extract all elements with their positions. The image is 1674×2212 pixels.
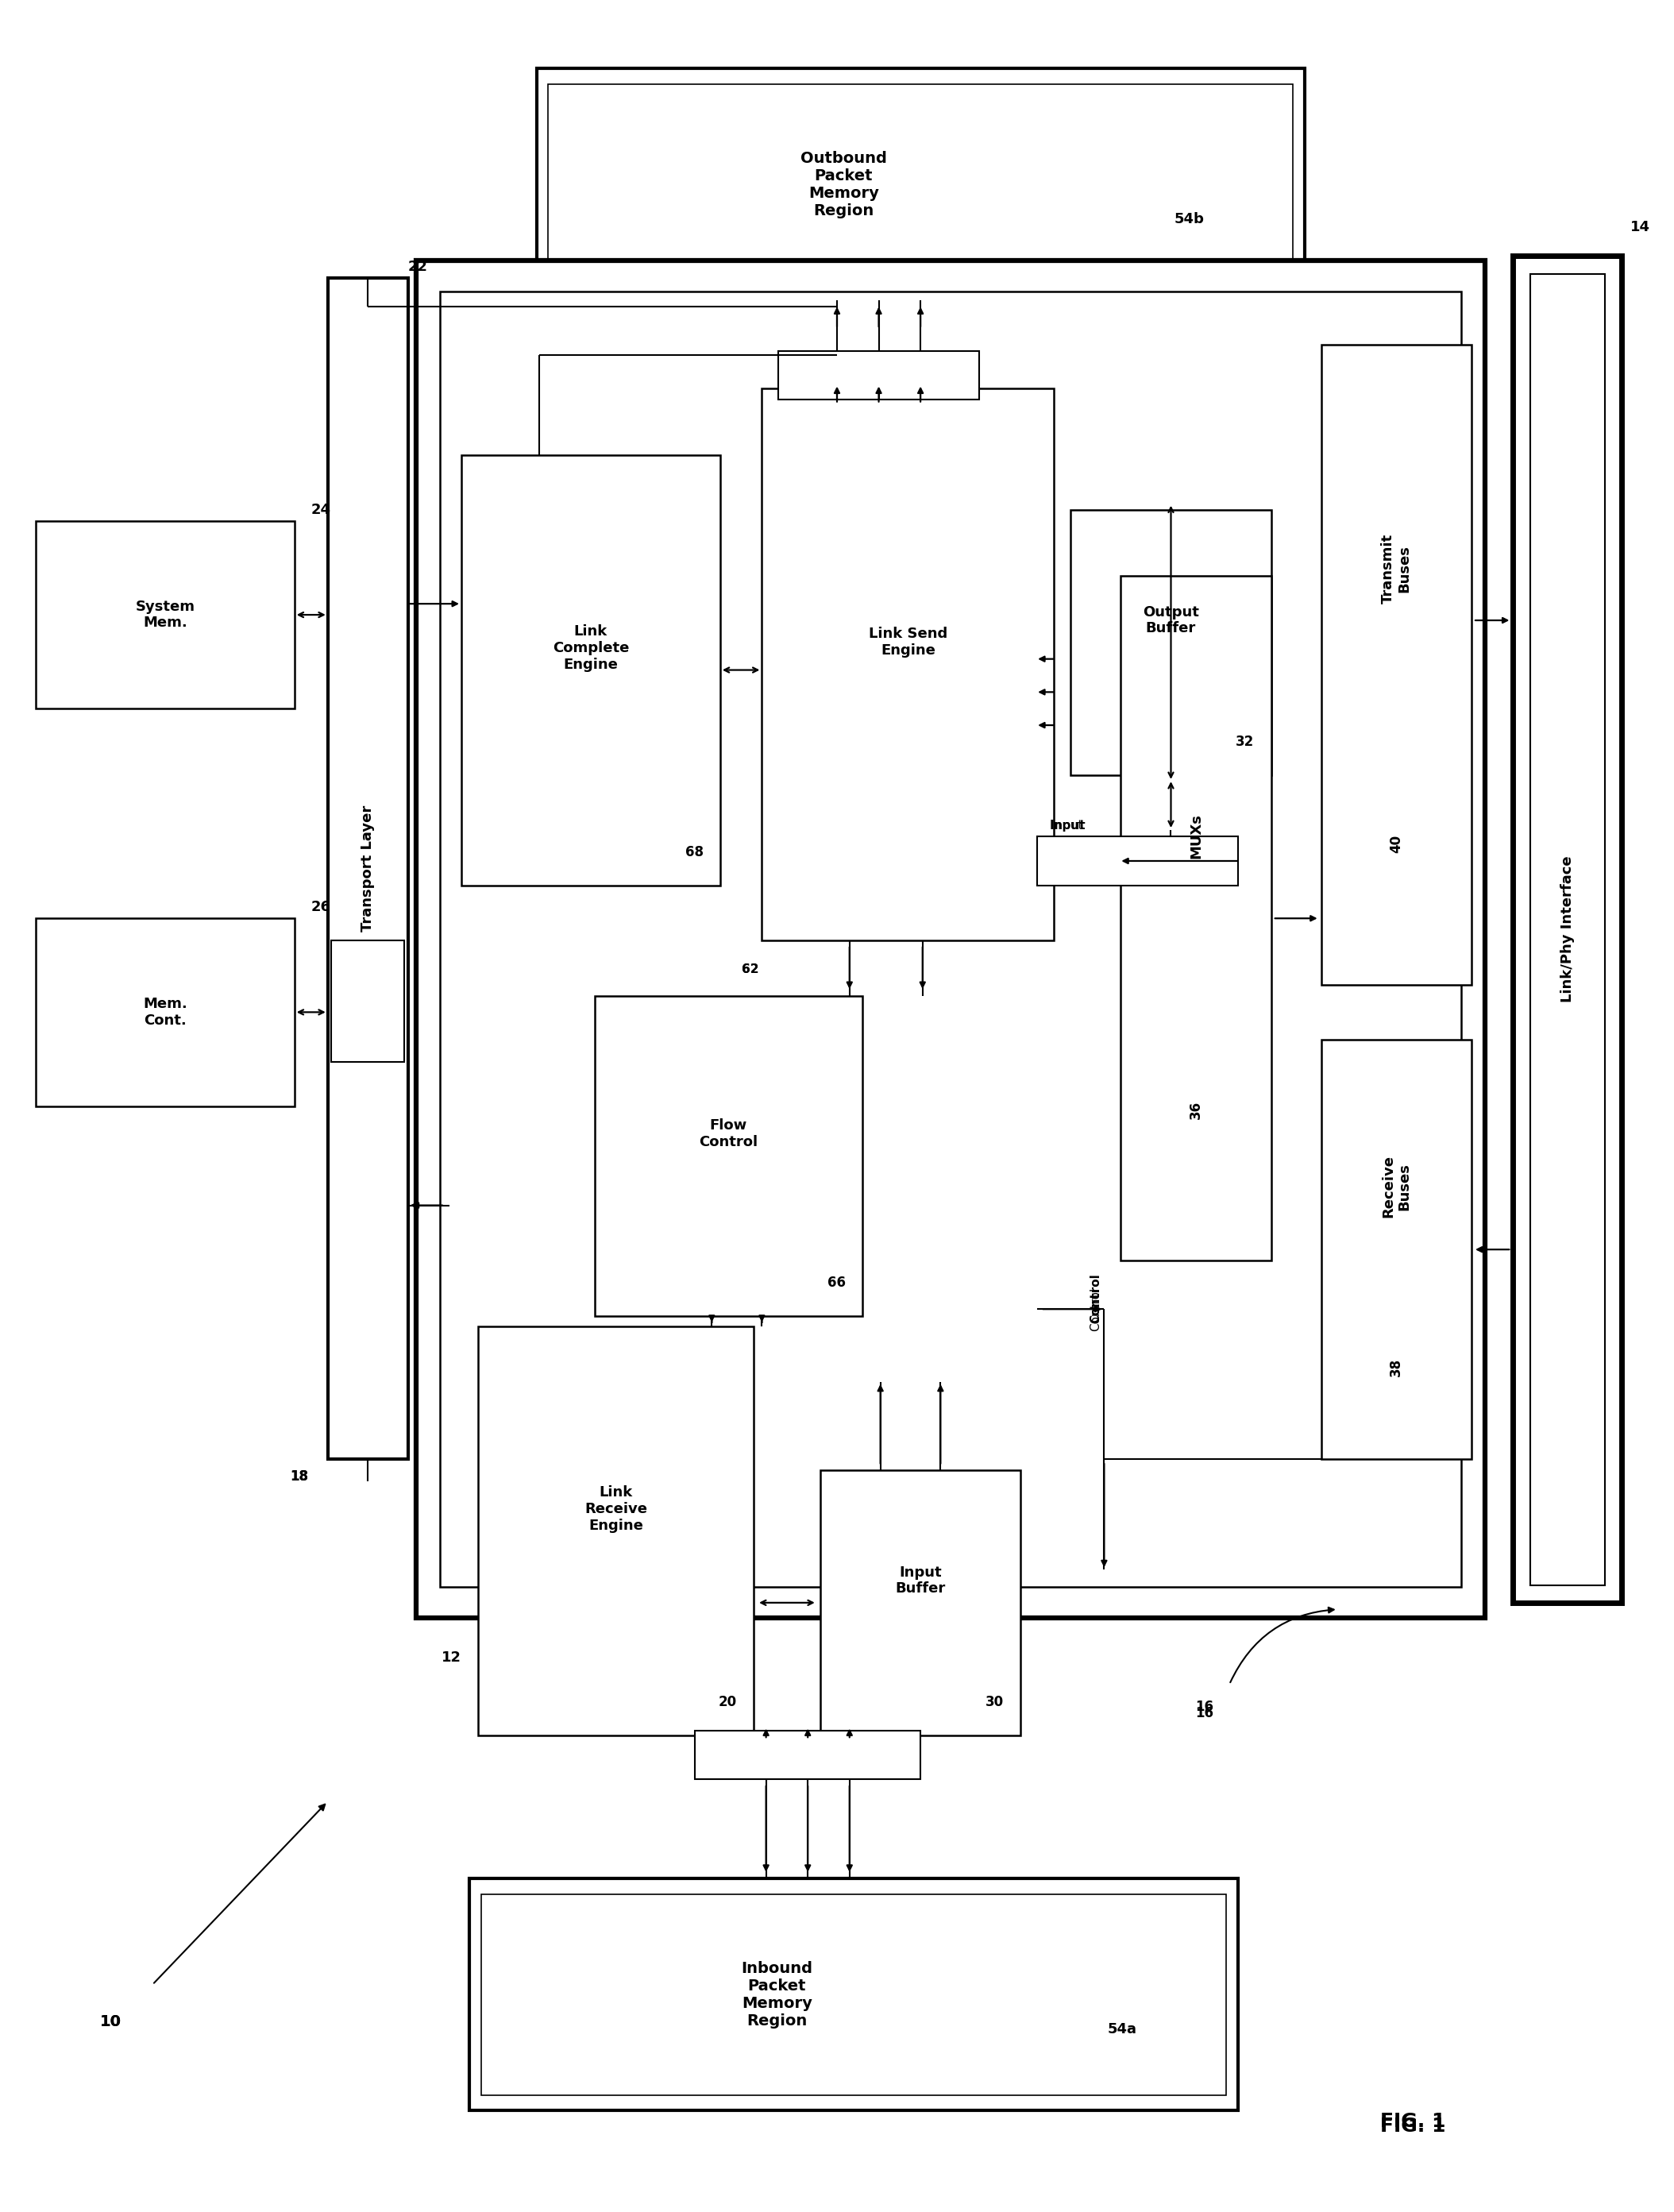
Text: Link
Receive
Engine: Link Receive Engine	[584, 1484, 648, 1533]
Bar	[1513, 257, 1622, 1604]
Bar	[762, 389, 1055, 940]
Text: Flow
Control: Flow Control	[700, 1119, 758, 1148]
Text: System
Mem.: System Mem.	[136, 599, 194, 630]
Text: Input
Buffer: Input Buffer	[896, 1566, 946, 1597]
Text: 24: 24	[311, 502, 331, 518]
Text: 18: 18	[290, 1469, 308, 1484]
Bar	[536, 69, 1304, 301]
Bar	[470, 1878, 1237, 2110]
Text: 54b: 54b	[1173, 212, 1204, 226]
Bar	[820, 1471, 1021, 1734]
Text: Output
Buffer: Output Buffer	[1143, 604, 1199, 635]
Text: 26: 26	[311, 900, 331, 914]
Text: MUXs: MUXs	[1189, 814, 1204, 858]
Bar	[1530, 274, 1605, 1586]
Bar	[594, 995, 862, 1316]
Bar	[417, 261, 1485, 1619]
Text: Link Send
Engine: Link Send Engine	[869, 626, 947, 657]
Text: 12: 12	[442, 1650, 460, 1666]
Bar	[1071, 511, 1271, 774]
Text: Transport Layer: Transport Layer	[360, 805, 375, 931]
Bar	[1122, 575, 1271, 1261]
Bar	[479, 1327, 753, 1734]
Bar	[482, 1893, 1225, 2095]
Text: 18: 18	[290, 1469, 308, 1484]
Text: 30: 30	[986, 1694, 1004, 1710]
Text: Receive
Buses: Receive Buses	[1381, 1155, 1411, 1219]
Text: Link/Phy Interface: Link/Phy Interface	[1560, 856, 1575, 1002]
Text: 62: 62	[742, 962, 758, 975]
Text: 54a: 54a	[1108, 2022, 1137, 2037]
Text: 16: 16	[1195, 1705, 1214, 1721]
Text: Outbound
Packet
Memory
Region: Outbound Packet Memory Region	[800, 150, 887, 219]
Text: 66: 66	[827, 1276, 845, 1290]
Text: 38: 38	[1389, 1358, 1403, 1376]
Bar	[1038, 836, 1237, 885]
Text: 20: 20	[718, 1694, 737, 1710]
Bar	[440, 292, 1461, 1588]
Text: 32: 32	[1235, 734, 1254, 750]
Text: Control: Control	[1090, 1274, 1101, 1323]
Bar	[547, 84, 1292, 285]
Bar	[35, 522, 295, 708]
Bar	[462, 456, 720, 885]
Text: Transmit
Buses: Transmit Buses	[1381, 533, 1411, 604]
Text: Link
Complete
Engine: Link Complete Engine	[552, 624, 629, 672]
Text: 16: 16	[1195, 1699, 1214, 1714]
Text: Control: Control	[1090, 1287, 1101, 1332]
Bar	[695, 1730, 921, 1778]
Bar	[1321, 1040, 1471, 1460]
Text: 22: 22	[408, 261, 429, 274]
Bar	[328, 279, 408, 1460]
Text: FIG. 1: FIG. 1	[1381, 2117, 1446, 2135]
Text: Input: Input	[1050, 821, 1085, 832]
Bar	[35, 918, 295, 1106]
Text: 68: 68	[685, 845, 703, 858]
Text: 14: 14	[1630, 219, 1651, 234]
Text: Mem.
Cont.: Mem. Cont.	[142, 998, 187, 1029]
Bar	[331, 940, 405, 1062]
Text: FIG. 1: FIG. 1	[1381, 2112, 1446, 2130]
Text: 62: 62	[742, 962, 758, 975]
Text: Input: Input	[1051, 821, 1083, 832]
Text: 40: 40	[1389, 834, 1403, 854]
Bar	[1321, 345, 1471, 984]
Text: Inbound
Packet
Memory
Region: Inbound Packet Memory Region	[742, 1960, 812, 2028]
Text: 10: 10	[100, 2015, 122, 2031]
Bar	[778, 352, 979, 400]
Text: 36: 36	[1189, 1102, 1204, 1119]
Text: 10: 10	[100, 2015, 122, 2031]
